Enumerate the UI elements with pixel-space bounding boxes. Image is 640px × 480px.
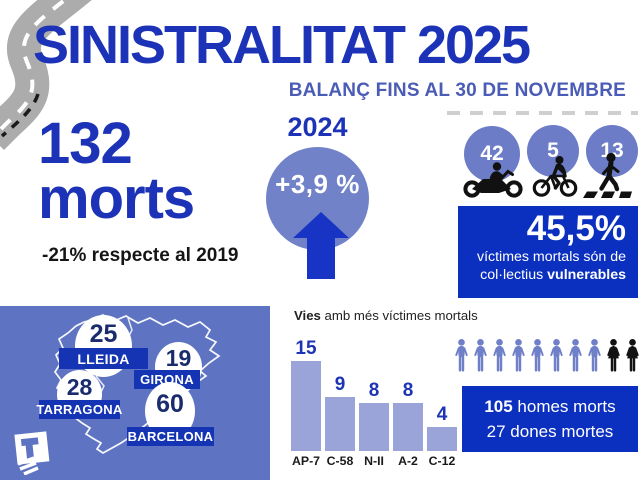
people-row (453, 336, 640, 375)
bar-label: C-12 (428, 454, 456, 468)
vulnerable-text-line1: víctimes mortals són de (476, 248, 626, 265)
pin-barcelona-label: BARCELONA (127, 427, 214, 446)
woman-icon (626, 338, 639, 372)
pin-lleida-label: LLEIDA (59, 348, 148, 369)
bar-label: A-2 (398, 454, 418, 468)
bar-column: 15 AP-7 (291, 338, 321, 468)
pin-tarragona-label: TARRAGONA (36, 400, 123, 419)
vulnerable-percent: 45,5% (526, 209, 626, 248)
motorcycle-icon (463, 162, 523, 198)
fatalities-count: 132 (38, 111, 133, 176)
bar-value: 8 (402, 380, 414, 401)
bar-value: 4 (436, 404, 448, 425)
bar (291, 361, 321, 451)
bar (325, 397, 355, 451)
up-arrow-icon (293, 212, 349, 279)
cyclist-count-circle: 5 (527, 125, 579, 177)
bar-label: C-58 (326, 454, 354, 468)
fatalities-unit: morts (38, 166, 195, 232)
woman-icon (607, 338, 620, 372)
man-icon (550, 338, 563, 372)
bar-value: 9 (334, 374, 346, 395)
pedestrian-count: 13 (600, 139, 624, 162)
change-value: +3,9 % (275, 169, 360, 199)
man-icon (531, 338, 544, 372)
map-panel: 25 LLEIDA 19 GIRONA 28 TARRAGONA 60 BARC… (0, 306, 270, 480)
year-label: 2024 (287, 112, 348, 142)
gender-box: 105 homes morts 27 dones mortes (462, 386, 638, 452)
bar (359, 403, 389, 451)
motorcyclist-count: 42 (480, 142, 504, 165)
women-line: 27 dones mortes (486, 422, 614, 441)
page-title: SINISTRALITAT 2025 (33, 15, 531, 75)
cyclist-count: 5 (547, 139, 559, 162)
fatalities-total: 132 morts (38, 111, 195, 232)
pin-girona-label: GIRONA (134, 370, 200, 389)
bar-column: 8 A-2 (393, 338, 423, 468)
dashed-divider (447, 111, 638, 115)
bar-label: N-II (364, 454, 384, 468)
bar-label: AP-7 (291, 454, 321, 468)
report-subtitle: BALANÇ FINS AL 30 DE NOVEMBRE (288, 80, 626, 101)
vulnerable-text-line2: col·lectius vulnerables (480, 266, 626, 283)
bar-chart: 15 AP-7 9 C-58 8 N-II 8 A-2 4 C-12 (291, 338, 457, 468)
bar-column: 9 C-58 (325, 338, 355, 468)
pedestrian-icon (583, 152, 632, 198)
bicycle-icon (532, 156, 578, 197)
man-icon (588, 338, 601, 372)
road-graphic (0, 0, 92, 151)
bar-column: 4 C-12 (427, 338, 457, 468)
man-icon (512, 338, 525, 372)
man-icon (493, 338, 506, 372)
man-icon (455, 338, 468, 372)
bar-column: 8 N-II (359, 338, 389, 468)
vulnerable-box: 45,5% víctimes mortals són de col·lectiu… (458, 206, 638, 298)
chart-title: Vies amb més víctimes mortals (294, 308, 478, 323)
comparison-2019: -21% respecte al 2019 (42, 245, 239, 266)
bar (427, 427, 457, 451)
man-icon (569, 338, 582, 372)
man-icon (474, 338, 487, 372)
bar (393, 403, 423, 451)
men-line: 105 homes morts (484, 396, 616, 416)
transit-logo (14, 431, 50, 475)
bar-value: 15 (295, 338, 317, 359)
bar-value: 8 (368, 380, 380, 401)
